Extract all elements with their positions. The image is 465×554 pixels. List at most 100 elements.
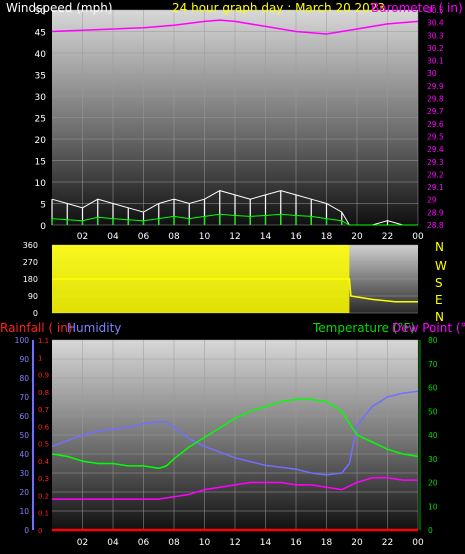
compass-label: W (435, 259, 447, 273)
temperature-tick-label: 50 (428, 407, 438, 416)
temperature-tick-label: 40 (428, 431, 438, 440)
top-x-tick-label: 02 (77, 232, 88, 242)
temperature-line (51, 398, 419, 470)
humidity-tick-label: 50 (19, 431, 29, 440)
temperature-tick-label: 70 (428, 360, 438, 369)
bottom-x-tick-label: 12 (229, 538, 240, 548)
wind-average-line (51, 213, 418, 226)
dew-point-line (52, 477, 418, 500)
barometer-tick-label: 30.4 (427, 19, 444, 28)
windspeed-tick-label: 50 (35, 7, 47, 17)
compass-label: N (435, 240, 444, 254)
top-x-tick-label: 20 (351, 232, 363, 242)
windspeed-tick-label: 10 (35, 179, 47, 189)
humidity-tick-label: 30 (19, 469, 29, 478)
top-right-ticks: 28.8 28.9 29 29.1 29.2 29.3 29.4 29.5 29.6 29.7 29… (427, 6, 444, 230)
bottom-x-tick-label: 10 (199, 538, 211, 548)
barometer-line (51, 19, 419, 35)
temperature-axis-label: Temperature (°F) (312, 321, 415, 335)
barometer-tick-label: 29.3 (427, 158, 444, 167)
temperature-axis-ticks: 0 10 20 30 40 50 60 70 80 (428, 336, 438, 535)
top-x-tick-label: 04 (107, 232, 119, 242)
direction-tick-label: 360 (23, 241, 38, 250)
barometer-axis-label: Barometer ( in) (371, 1, 463, 15)
barometer-tick-label: 29.1 (427, 183, 444, 192)
windspeed-tick-label: 45 (35, 29, 46, 39)
direction-series (52, 245, 418, 313)
bottom-x-tick-label: 20 (351, 538, 363, 548)
bottom-x-tick-label: 04 (107, 538, 119, 548)
top-x-tick-label: 16 (290, 232, 302, 242)
direction-line (52, 278, 418, 303)
rain-tick-label: 0 (38, 527, 42, 535)
top-left-ticks: 0 5 10 15 20 25 30 35 40 45 50 (35, 7, 47, 232)
humidity-tick-label: 60 (19, 412, 29, 421)
barometer-tick-label: 29 (427, 196, 437, 205)
rain-tick-label: 0.7 (38, 406, 49, 414)
temperature-tick-label: 10 (428, 502, 438, 511)
top-x-tick-label: 10 (199, 232, 211, 242)
top-series (51, 19, 419, 226)
temperature-tick-label: 60 (428, 384, 438, 393)
temperature-tick-label: 30 (428, 455, 438, 464)
rain-tick-label: 1 (38, 354, 42, 362)
rain-tick-label: 0.9 (38, 372, 49, 380)
rain-axis-ticks: 0 0.1 0.2 0.3 0.4 0.5 0.6 0.7 0.8 0.9 1 1.1 (38, 337, 50, 535)
bottom-x-ticks: 02 04 06 08 10 12 14 16 18 20 22 00 (77, 538, 424, 548)
humidity-tick-label: 40 (19, 450, 29, 459)
dewpoint-axis-label: Dew Point (°F) (392, 321, 465, 335)
rain-tick-label: 0.1 (38, 510, 49, 518)
rain-tick-label: 0.6 (38, 423, 50, 431)
humidity-tick-label: 20 (19, 488, 29, 497)
top-x-tick-label: 00 (412, 232, 424, 242)
top-x-tick-label: 14 (260, 232, 272, 242)
barometer-tick-label: 30 (427, 69, 437, 78)
bottom-x-tick-label: 08 (168, 538, 180, 548)
temperature-tick-label: 0 (428, 526, 433, 535)
rainfall-axis-label: Rainfall ( in) (0, 321, 73, 335)
humidity-line (51, 390, 419, 476)
windspeed-tick-label: 35 (35, 72, 46, 82)
barometer-tick-label: 29.5 (427, 132, 444, 141)
direction-tick-label: 90 (28, 292, 38, 301)
top-x-tick-label: 08 (168, 232, 180, 242)
rain-tick-label: 0.2 (38, 492, 49, 500)
barometer-tick-label: 28.9 (427, 208, 444, 217)
bottom-series (51, 390, 419, 532)
compass-label: S (435, 276, 443, 290)
bottom-x-tick-label: 22 (382, 538, 393, 548)
barometer-tick-label: 29.6 (427, 120, 444, 129)
barometer-tick-label: 29.9 (427, 82, 444, 91)
temperature-tick-label: 80 (428, 336, 438, 345)
bottom-x-tick-label: 00 (412, 538, 424, 548)
windspeed-tick-label: 30 (35, 93, 47, 103)
humidity-axis-ticks: 0 10 20 30 40 50 60 70 80 90 100 (15, 336, 30, 535)
direction-tick-label: 270 (23, 258, 38, 267)
bottom-x-tick-label: 02 (77, 538, 88, 548)
direction-tick-label: 0 (33, 309, 38, 318)
windspeed-tick-label: 0 (40, 222, 46, 232)
top-x-tick-label: 18 (321, 232, 333, 242)
windspeed-tick-label: 20 (35, 136, 47, 146)
top-x-tick-label: 06 (138, 232, 150, 242)
bottom-x-tick-label: 18 (321, 538, 333, 548)
bottom-x-tick-label: 06 (138, 538, 150, 548)
rain-tick-label: 0.5 (38, 441, 49, 449)
humidity-tick-label: 90 (19, 355, 29, 364)
barometer-tick-label: 30.3 (427, 31, 444, 40)
windspeed-tick-label: 15 (35, 158, 46, 168)
top-x-tick-label: 22 (382, 232, 393, 242)
rain-tick-label: 1.1 (38, 337, 49, 345)
barometer-tick-label: 29.8 (427, 95, 444, 104)
barometer-tick-label: 28.8 (427, 221, 444, 230)
humidity-tick-label: 100 (15, 336, 30, 345)
windspeed-tick-label: 25 (35, 115, 46, 125)
bottom-x-tick-label: 14 (260, 538, 272, 548)
bottom-x-tick-label: 16 (290, 538, 302, 548)
barometer-tick-label: 29.4 (427, 145, 444, 154)
humidity-tick-label: 80 (19, 374, 29, 383)
rain-tick-label: 0.3 (38, 475, 49, 483)
humidity-axis-label: Humidity (67, 321, 121, 335)
